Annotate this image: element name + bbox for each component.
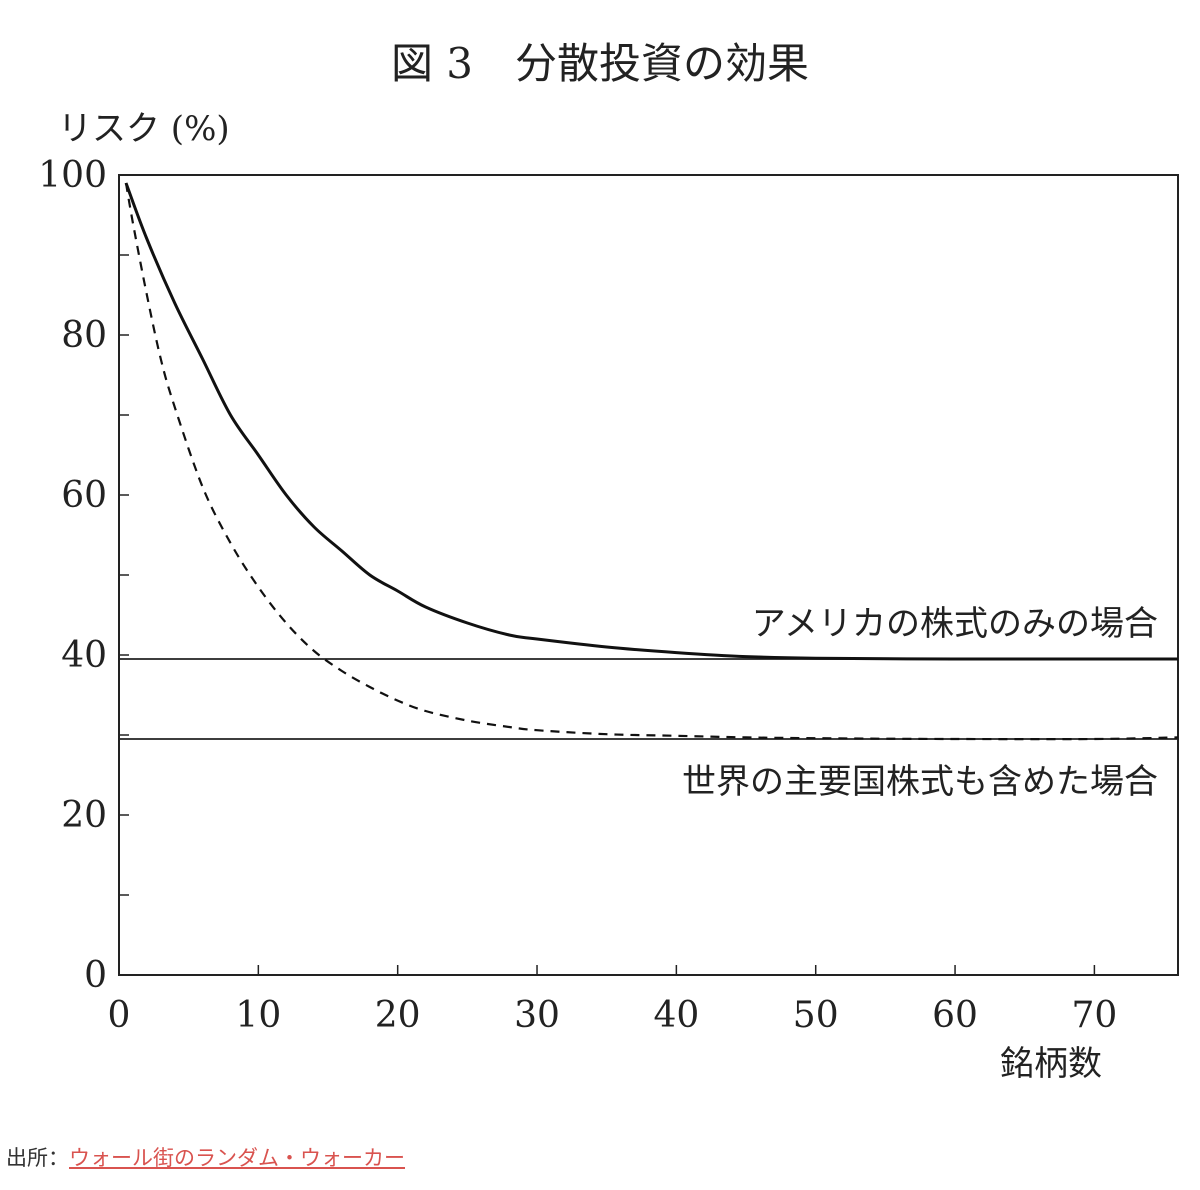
series-line [124, 182, 1178, 661]
chart-svg: 図 3 分散投資の効果 リスク (%) 0 20 40 60 80 100 0 10 20 30… [38, 39, 1179, 1084]
x-tick-label: 70 [1071, 995, 1117, 1036]
series-line [124, 182, 1179, 741]
y-tick-label: 40 [61, 635, 107, 676]
x-axis-ticks: 0 10 20 30 40 50 60 70 [108, 965, 1117, 1036]
y-tick-label: 60 [61, 475, 107, 516]
x-tick-label: 20 [375, 995, 421, 1036]
y-tick-label: 80 [61, 315, 107, 356]
source-note: 出所：ウォール街のランダム・ウォーカー [6, 1142, 405, 1172]
y-axis-label: リスク (%) [58, 109, 230, 149]
plot-frame [118, 174, 1179, 976]
source-link[interactable]: ウォール街のランダム・ウォーカー [69, 1146, 405, 1170]
x-tick-label: 0 [108, 995, 131, 1036]
series-annotation: 世界の主要国株式も含めた場合 [682, 762, 1158, 802]
x-axis-label: 銘柄数 [1000, 1044, 1102, 1084]
series-lines [124, 182, 1179, 741]
y-axis-ticks: 0 20 40 60 80 100 [38, 155, 129, 996]
asymptote-lines [119, 658, 1178, 740]
chart-title: 図 3 分散投資の効果 [391, 39, 809, 88]
source-prefix: 出所： [6, 1146, 69, 1170]
x-tick-label: 60 [932, 995, 978, 1036]
x-tick-label: 10 [235, 995, 281, 1036]
x-tick-label: 30 [514, 995, 560, 1036]
x-tick-label: 50 [793, 995, 839, 1036]
y-tick-label: 0 [84, 955, 107, 996]
y-tick-label: 100 [38, 155, 107, 196]
y-tick-label: 20 [61, 795, 107, 836]
x-tick-label: 40 [653, 995, 699, 1036]
series-annotation: アメリカの株式のみの場合 [752, 604, 1158, 644]
